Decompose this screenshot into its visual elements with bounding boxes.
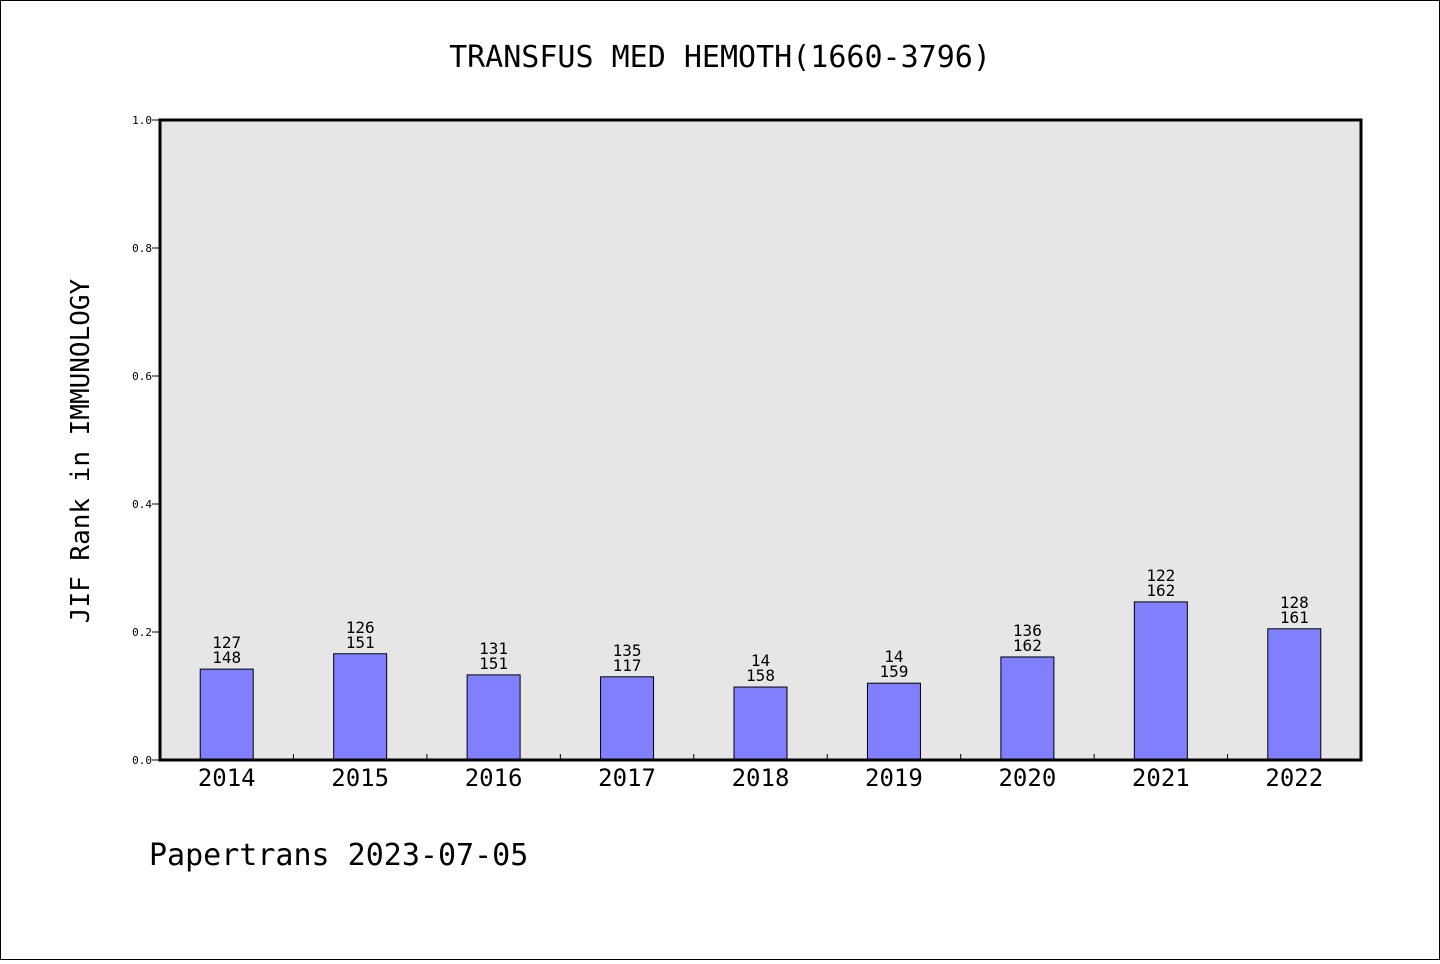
y-tick-label: 0.6: [132, 370, 152, 383]
bar-2022: [1267, 628, 1322, 761]
y-axis-ticks: 0.0 0.2 0.4 0.6 0.8 1.0: [132, 114, 160, 767]
bar-total-label: 162: [1146, 581, 1175, 600]
y-tick-label: 0.0: [132, 754, 152, 767]
x-tick-label: 2021: [1132, 764, 1190, 792]
y-tick-label: 0.2: [132, 626, 152, 639]
x-tick-label: 2022: [1265, 764, 1323, 792]
bar-2015: [333, 653, 388, 761]
bar-rank-label: 14: [751, 651, 770, 670]
chart-title: TRANSFUS MED HEMOTH(1660-3796): [449, 40, 991, 75]
y-axis-label: JIF Rank in IMMUNOLOGY: [66, 278, 96, 623]
bar-2018: [733, 686, 788, 761]
bar-2020: [1000, 656, 1055, 761]
x-axis-ticks: 2014 2015 2016 2017 2018 2019 2020 2021 2022: [198, 754, 1323, 792]
x-tick-label: 2014: [198, 764, 256, 792]
bar-rank-label: 122: [1146, 566, 1175, 585]
bar-rank-label: 135: [613, 641, 642, 660]
bars: [199, 601, 1322, 761]
x-tick-label: 2017: [598, 764, 656, 792]
plot-border: [158, 118, 1363, 762]
x-tick-label: 2015: [331, 764, 389, 792]
bar-total-label: 159: [879, 662, 908, 681]
bar-2019: [866, 682, 921, 761]
bar-2021: [1133, 601, 1188, 761]
y-tick-label: 1.0: [132, 114, 152, 127]
bar-rank-label: 127: [212, 633, 241, 652]
bar-total-label: 151: [346, 633, 375, 652]
x-tick-label: 2019: [865, 764, 923, 792]
x-tick-label: 2018: [732, 764, 790, 792]
bar-2017: [600, 676, 655, 761]
bar-rank-label: 126: [346, 618, 375, 637]
x-tick-label: 2016: [465, 764, 523, 792]
bar-total-label: 148: [212, 648, 241, 667]
bar-rank-label: 14: [884, 647, 903, 666]
bar-rank-label: 128: [1280, 593, 1309, 612]
bar-total-label: 151: [479, 654, 508, 673]
y-tick-label: 0.8: [132, 242, 152, 255]
y-tick-label: 0.4: [132, 498, 152, 511]
footer-text: Papertrans 2023-07-05: [149, 838, 528, 873]
bar-rank-label: 131: [479, 639, 508, 658]
bar-rank-label: 136: [1013, 621, 1042, 640]
bar-2016: [466, 674, 521, 761]
bar-total-label: 117: [613, 656, 642, 675]
bar-2014: [199, 668, 254, 761]
bar-total-label: 158: [746, 666, 775, 685]
bar-total-label: 161: [1280, 608, 1309, 627]
bar-total-label: 162: [1013, 636, 1042, 655]
x-tick-label: 2020: [998, 764, 1056, 792]
